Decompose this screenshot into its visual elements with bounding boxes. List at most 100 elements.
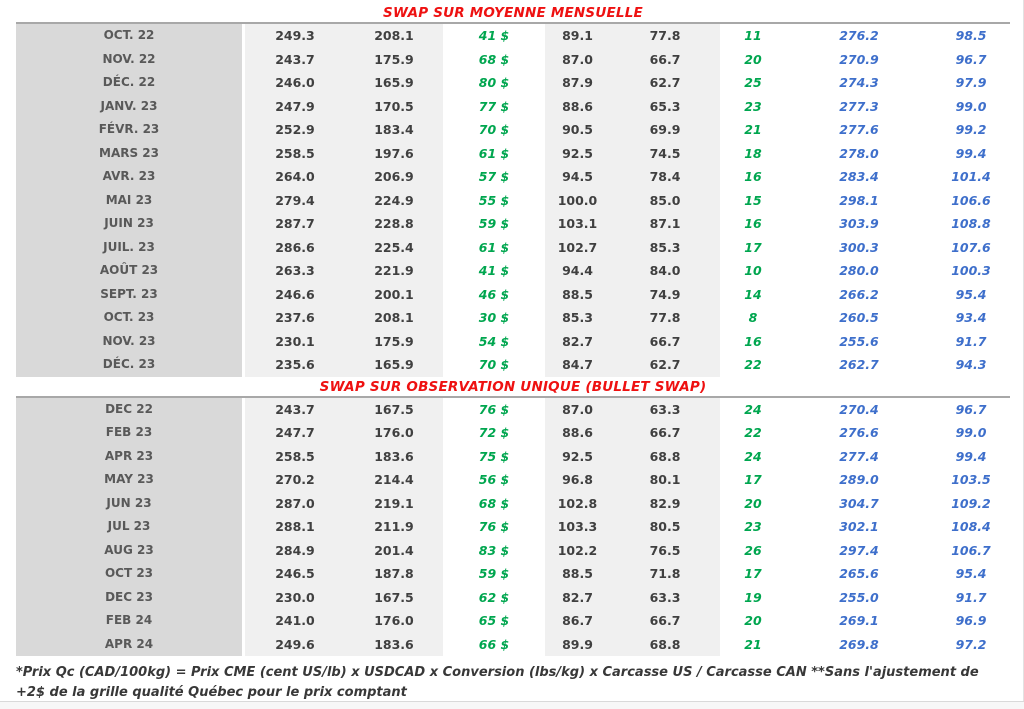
cell-value-1: 235.6: [245, 353, 345, 377]
cell-swap-dollar: 83 $: [443, 538, 545, 562]
cell-month: DÉC. 23: [16, 353, 242, 377]
cell-swap-dollar: 41 $: [443, 24, 545, 48]
cell-count: 16: [720, 165, 786, 189]
cell-gap: [242, 94, 245, 118]
cell-value-3: 92.5: [545, 444, 610, 468]
cell-swap-dollar: 70 $: [443, 353, 545, 377]
cell-value-2: 165.9: [345, 353, 443, 377]
cell-month: AUG 23: [16, 538, 242, 562]
cell-value-4: 85.0: [610, 188, 720, 212]
cell-value-4: 66.7: [610, 609, 720, 633]
cell-value-3: 89.1: [545, 24, 610, 48]
cell-month: AVR. 23: [16, 165, 242, 189]
cell-month: DEC 22: [16, 397, 242, 421]
cell-count: 17: [720, 235, 786, 259]
cell-month: FEB 23: [16, 421, 242, 445]
footnote: *Prix Qc (CAD/100kg) = Prix CME (cent US…: [16, 665, 979, 700]
cell-gap: [242, 47, 245, 71]
cell-value-3: 88.6: [545, 94, 610, 118]
cell-swap-dollar: 80 $: [443, 71, 545, 95]
cell-value-3: 82.7: [545, 585, 610, 609]
cell-blue-1: 276.2: [786, 24, 932, 48]
table-row: APR 24 249.6 183.6 66 $89.9 68.8 21 269.8 97.2: [16, 632, 1010, 656]
cell-blue-1: 265.6: [786, 562, 932, 586]
cell-value-3: 88.6: [545, 421, 610, 445]
cell-month: APR 24: [16, 632, 242, 656]
cell-value-2: 176.0: [345, 609, 443, 633]
cell-swap-dollar: 62 $: [443, 585, 545, 609]
cell-value-2: 208.1: [345, 24, 443, 48]
cell-gap: [242, 468, 245, 492]
cell-value-1: 237.6: [245, 306, 345, 330]
cell-value-3: 89.9: [545, 632, 610, 656]
cell-month: JUL 23: [16, 515, 242, 539]
table-row: AOÛT 23 263.3 221.9 41 $94.4 84.0 10 280.0 100.…: [16, 259, 1010, 283]
cell-value-2: 211.9: [345, 515, 443, 539]
cell-month: OCT 23: [16, 562, 242, 586]
table-row: DEC 22 243.7 167.5 76 $87.0 63.3 24 270.4 96.7: [16, 397, 1010, 421]
table-row: JUIN 23 287.7 228.8 59 $103.1 87.1 16 303.9 108…: [16, 212, 1010, 236]
cell-swap-dollar: 70 $: [443, 118, 545, 142]
cell-blue-2: 99.2: [932, 118, 1010, 142]
cell-swap-dollar: 59 $: [443, 212, 545, 236]
table-row: DÉC. 22 246.0 165.9 80 $87.9 62.7 25 274.3 97.9: [16, 71, 1010, 95]
cell-count: 10: [720, 259, 786, 283]
cell-gap: [242, 329, 245, 353]
cell-value-1: 246.6: [245, 282, 345, 306]
cell-blue-2: 106.7: [932, 538, 1010, 562]
cell-blue-2: 99.0: [932, 94, 1010, 118]
cell-value-3: 84.7: [545, 353, 610, 377]
cell-blue-2: 96.9: [932, 609, 1010, 633]
cell-blue-1: 274.3: [786, 71, 932, 95]
cell-value-2: 167.5: [345, 585, 443, 609]
cell-blue-1: 303.9: [786, 212, 932, 236]
table-row: NOV. 23 230.1 175.9 54 $82.7 66.7 16 255.6 91.7: [16, 329, 1010, 353]
cell-blue-1: 270.4: [786, 397, 932, 421]
cell-value-4: 63.3: [610, 585, 720, 609]
cell-value-4: 71.8: [610, 562, 720, 586]
cell-count: 14: [720, 282, 786, 306]
table-row: OCT. 23 237.6 208.1 30 $85.3 77.8 8 260.5 93.4: [16, 306, 1010, 330]
cell-value-4: 62.7: [610, 71, 720, 95]
cell-blue-2: 108.4: [932, 515, 1010, 539]
cell-value-1: 286.6: [245, 235, 345, 259]
cell-value-3: 88.5: [545, 562, 610, 586]
cell-value-2: 175.9: [345, 47, 443, 71]
cell-value-3: 94.5: [545, 165, 610, 189]
table-row: MAI 23 279.4 224.9 55 $100.0 85.0 15 298.1 106.…: [16, 188, 1010, 212]
cell-count: 20: [720, 491, 786, 515]
cell-blue-1: 266.2: [786, 282, 932, 306]
cell-gap: [242, 397, 245, 421]
cell-swap-dollar: 68 $: [443, 491, 545, 515]
cell-value-1: 270.2: [245, 468, 345, 492]
cell-gap: [242, 212, 245, 236]
cell-value-2: 224.9: [345, 188, 443, 212]
cell-blue-1: 270.9: [786, 47, 932, 71]
cell-month: MARS 23: [16, 141, 242, 165]
cell-value-2: 206.9: [345, 165, 443, 189]
cell-blue-1: 289.0: [786, 468, 932, 492]
cell-swap-dollar: 30 $: [443, 306, 545, 330]
cell-blue-2: 106.6: [932, 188, 1010, 212]
table-row: SEPT. 23 246.6 200.1 46 $88.5 74.9 14 266.2 95.…: [16, 282, 1010, 306]
cell-value-2: 167.5: [345, 397, 443, 421]
cell-value-2: 183.4: [345, 118, 443, 142]
cell-value-2: 214.4: [345, 468, 443, 492]
cell-blue-1: 297.4: [786, 538, 932, 562]
table-row: NOV. 22 243.7 175.9 68 $87.0 66.7 20 270.9 96.7: [16, 47, 1010, 71]
cell-month: NOV. 22: [16, 47, 242, 71]
table-row: AVR. 23 264.0 206.9 57 $94.5 78.4 16 283.4 101.…: [16, 165, 1010, 189]
cell-swap-dollar: 66 $: [443, 632, 545, 656]
cell-swap-dollar: 72 $: [443, 421, 545, 445]
cell-swap-dollar: 41 $: [443, 259, 545, 283]
cell-value-2: 165.9: [345, 71, 443, 95]
cell-value-3: 87.0: [545, 47, 610, 71]
cell-value-2: 200.1: [345, 282, 443, 306]
cell-blue-2: 107.6: [932, 235, 1010, 259]
cell-gap: [242, 491, 245, 515]
cell-value-3: 86.7: [545, 609, 610, 633]
cell-month: MAI 23: [16, 188, 242, 212]
cell-blue-1: 276.6: [786, 421, 932, 445]
cell-month: JUN 23: [16, 491, 242, 515]
